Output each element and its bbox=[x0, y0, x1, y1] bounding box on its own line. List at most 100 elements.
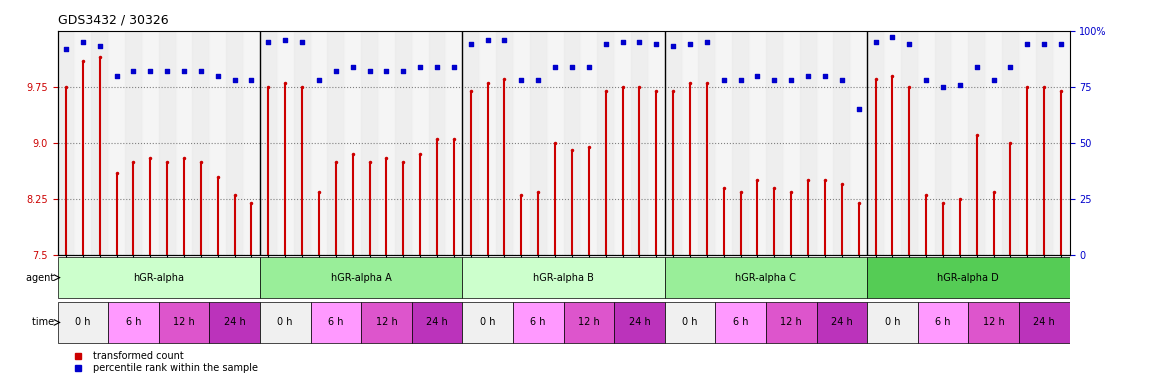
Bar bbox=[361, 31, 378, 255]
Point bbox=[815, 73, 834, 79]
Point bbox=[243, 77, 261, 83]
Point bbox=[461, 41, 480, 47]
FancyBboxPatch shape bbox=[159, 302, 209, 343]
FancyBboxPatch shape bbox=[564, 302, 614, 343]
Bar bbox=[986, 31, 1002, 255]
Point bbox=[1035, 41, 1053, 47]
Bar bbox=[631, 31, 647, 255]
Bar bbox=[799, 31, 816, 255]
Bar bbox=[918, 31, 935, 255]
FancyBboxPatch shape bbox=[209, 302, 260, 343]
Point bbox=[124, 68, 143, 74]
FancyBboxPatch shape bbox=[867, 257, 1070, 298]
Bar bbox=[935, 31, 951, 255]
FancyBboxPatch shape bbox=[260, 302, 311, 343]
Bar bbox=[445, 31, 462, 255]
Point bbox=[866, 39, 884, 45]
Text: 0 h: 0 h bbox=[682, 318, 698, 328]
Text: 24 h: 24 h bbox=[224, 318, 245, 328]
Point bbox=[107, 73, 125, 79]
Point bbox=[394, 68, 413, 74]
Bar bbox=[614, 31, 631, 255]
Point bbox=[141, 68, 160, 74]
FancyBboxPatch shape bbox=[513, 302, 564, 343]
Point bbox=[259, 39, 277, 45]
Text: 24 h: 24 h bbox=[427, 318, 447, 328]
FancyBboxPatch shape bbox=[867, 302, 918, 343]
Point bbox=[799, 73, 818, 79]
Point bbox=[714, 77, 733, 83]
Point bbox=[850, 106, 868, 113]
Text: hGR-alpha D: hGR-alpha D bbox=[937, 273, 999, 283]
Text: 12 h: 12 h bbox=[174, 318, 194, 328]
Bar bbox=[968, 31, 986, 255]
Bar bbox=[513, 31, 530, 255]
Text: GDS3432 / 30326: GDS3432 / 30326 bbox=[58, 13, 168, 26]
Bar bbox=[1019, 31, 1036, 255]
Text: percentile rank within the sample: percentile rank within the sample bbox=[93, 364, 258, 374]
Bar bbox=[141, 31, 159, 255]
Point bbox=[175, 68, 193, 74]
Bar bbox=[698, 31, 715, 255]
Bar bbox=[1002, 31, 1019, 255]
Point bbox=[580, 64, 598, 70]
Text: 6 h: 6 h bbox=[328, 318, 344, 328]
Bar bbox=[884, 31, 900, 255]
Point bbox=[512, 77, 530, 83]
FancyBboxPatch shape bbox=[462, 257, 665, 298]
Bar bbox=[682, 31, 698, 255]
Point bbox=[225, 77, 244, 83]
Point bbox=[1052, 41, 1071, 47]
FancyBboxPatch shape bbox=[58, 302, 108, 343]
Text: hGR-alpha: hGR-alpha bbox=[133, 273, 184, 283]
Text: 0 h: 0 h bbox=[480, 318, 496, 328]
Bar bbox=[951, 31, 968, 255]
Text: 0 h: 0 h bbox=[75, 318, 91, 328]
Bar bbox=[394, 31, 412, 255]
Point bbox=[833, 77, 851, 83]
Bar bbox=[867, 31, 884, 255]
Text: 0 h: 0 h bbox=[277, 318, 293, 328]
Bar bbox=[783, 31, 799, 255]
Bar bbox=[429, 31, 445, 255]
Bar bbox=[310, 31, 328, 255]
Bar bbox=[462, 31, 480, 255]
Point bbox=[478, 36, 497, 43]
Point bbox=[630, 39, 649, 45]
Bar bbox=[1052, 31, 1070, 255]
Point bbox=[529, 77, 547, 83]
Bar bbox=[597, 31, 614, 255]
FancyBboxPatch shape bbox=[816, 302, 867, 343]
FancyBboxPatch shape bbox=[108, 302, 159, 343]
Bar bbox=[834, 31, 850, 255]
Bar bbox=[192, 31, 209, 255]
Bar bbox=[530, 31, 546, 255]
FancyBboxPatch shape bbox=[968, 302, 1019, 343]
Text: 12 h: 12 h bbox=[781, 318, 802, 328]
Text: 12 h: 12 h bbox=[983, 318, 1004, 328]
Text: 6 h: 6 h bbox=[125, 318, 141, 328]
Bar bbox=[260, 31, 277, 255]
Point bbox=[496, 36, 514, 43]
Point bbox=[192, 68, 210, 74]
FancyBboxPatch shape bbox=[766, 302, 816, 343]
Bar bbox=[328, 31, 344, 255]
Bar bbox=[647, 31, 665, 255]
Bar bbox=[850, 31, 867, 255]
FancyBboxPatch shape bbox=[58, 257, 260, 298]
FancyBboxPatch shape bbox=[260, 257, 462, 298]
Bar bbox=[546, 31, 564, 255]
Text: 6 h: 6 h bbox=[733, 318, 749, 328]
Bar bbox=[58, 31, 75, 255]
Text: 6 h: 6 h bbox=[935, 318, 951, 328]
Point bbox=[1002, 64, 1020, 70]
Bar bbox=[581, 31, 597, 255]
Text: hGR-alpha C: hGR-alpha C bbox=[736, 273, 796, 283]
Bar bbox=[496, 31, 513, 255]
FancyBboxPatch shape bbox=[665, 257, 867, 298]
Point bbox=[900, 41, 919, 47]
FancyBboxPatch shape bbox=[1019, 302, 1070, 343]
Point bbox=[56, 46, 75, 52]
Point bbox=[731, 77, 750, 83]
Point bbox=[664, 43, 682, 50]
